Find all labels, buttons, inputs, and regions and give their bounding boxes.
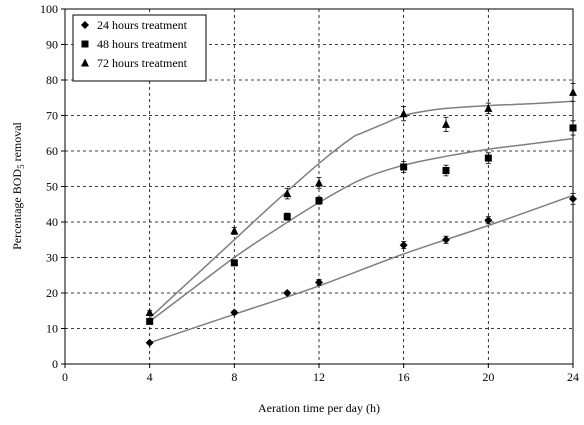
- x-tick-label: 16: [398, 370, 410, 384]
- data-point-series-2: [145, 308, 154, 317]
- fit-curve-series-1: [149, 137, 574, 322]
- data-point-series-1: [146, 317, 154, 325]
- data-point-series-1: [569, 124, 577, 132]
- y-tick-label: 50: [46, 180, 58, 194]
- data-point-series-2: [442, 119, 450, 128]
- x-tick-label: 24: [567, 370, 579, 384]
- y-tick-label: 30: [46, 251, 58, 265]
- y-tick-label: 60: [46, 144, 58, 158]
- x-tick-label: 4: [147, 370, 153, 384]
- x-tick-label: 20: [482, 370, 494, 384]
- axis-ticks: 0 4 8 12 16 20 24 0 10 20 30 40 50 60 70 80 90 100: [40, 2, 579, 384]
- data-point-series-0: [283, 289, 292, 297]
- x-tick-label: 12: [313, 370, 325, 384]
- data-point-series-2: [315, 178, 323, 187]
- data-point-series-1: [442, 167, 450, 175]
- data-markers: [145, 87, 577, 347]
- y-axis-label: Percentage BOD5 removal: [10, 121, 26, 249]
- legend-marker-series-1: [81, 40, 89, 48]
- legend-label-series-1: 48 hours treatment: [97, 37, 188, 51]
- data-point-series-0: [484, 216, 493, 225]
- data-point-series-0: [569, 194, 577, 203]
- data-point-series-0: [399, 241, 408, 250]
- data-point-series-0: [145, 338, 154, 347]
- y-tick-label: 40: [46, 215, 58, 229]
- y-tick-label: 70: [46, 109, 58, 123]
- legend-label-series-0: 24 hours treatment: [97, 18, 188, 32]
- legend-marker-series-2: [81, 58, 89, 67]
- data-point-series-0: [230, 308, 239, 317]
- legend-marker-series-0: [81, 21, 89, 29]
- y-axis-label-rest: removal: [10, 121, 24, 164]
- legend: 24 hours treatment 48 hours treatment 72 h…: [72, 14, 207, 82]
- x-tick-label: 8: [231, 370, 237, 384]
- y-tick-label: 0: [52, 357, 58, 371]
- data-point-series-2: [399, 109, 408, 118]
- y-tick-label: 10: [46, 322, 58, 336]
- x-axis-label: Aeration time per day (h): [258, 401, 380, 415]
- y-axis-label-subscript: 5: [16, 164, 26, 169]
- y-tick-label: 100: [40, 2, 58, 16]
- fit-curves: [149, 100, 574, 344]
- data-point-series-1: [484, 154, 492, 162]
- data-point-series-2: [484, 103, 493, 112]
- data-point-series-2: [283, 189, 292, 198]
- grid: [65, 9, 573, 364]
- legend-label-series-2: 72 hours treatment: [97, 56, 188, 70]
- y-tick-label: 90: [46, 38, 58, 52]
- error-bars: [147, 83, 576, 345]
- y-tick-label: 80: [46, 73, 58, 87]
- data-point-series-2: [569, 87, 577, 96]
- x-tick-label: 0: [62, 370, 68, 384]
- legend-box: [72, 14, 207, 82]
- data-point-series-0: [442, 235, 450, 244]
- data-point-series-1: [230, 259, 238, 267]
- fit-curve-series-0: [149, 194, 574, 344]
- data-point-series-1: [283, 213, 291, 221]
- data-point-series-2: [230, 226, 239, 235]
- data-point-series-1: [315, 197, 323, 205]
- data-point-series-1: [400, 163, 408, 171]
- y-tick-label: 20: [46, 286, 58, 300]
- y-axis-label-main: Percentage BOD: [10, 169, 24, 250]
- fit-curve-series-2: [149, 100, 574, 319]
- data-point-series-0: [315, 278, 323, 287]
